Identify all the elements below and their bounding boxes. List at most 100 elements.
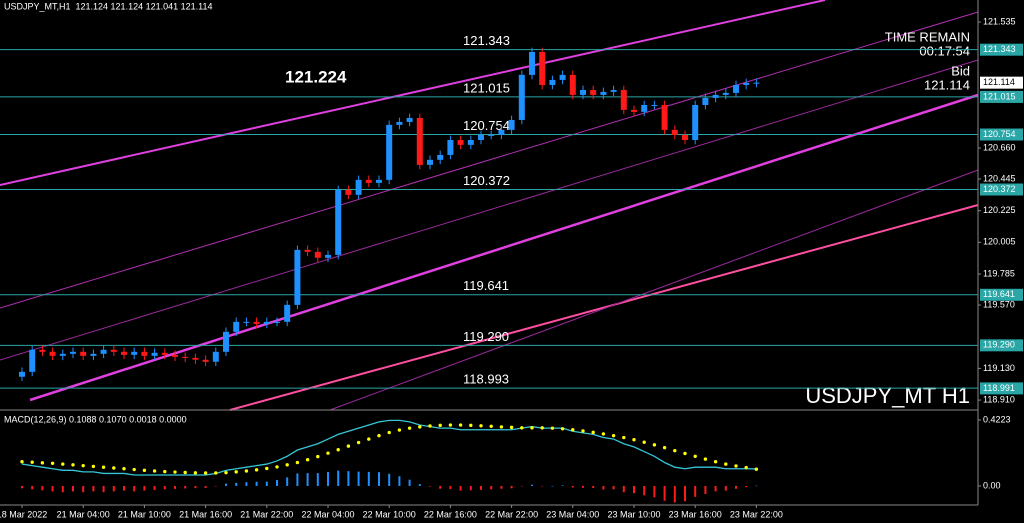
candle-body: [172, 354, 178, 357]
histogram-bar: [316, 473, 319, 486]
histogram-bar: [102, 485, 105, 493]
histogram-bar: [490, 485, 493, 490]
y-tick-label: 119.785: [983, 268, 1015, 278]
histogram-bar: [673, 485, 676, 503]
y-tick-label: 120.005: [983, 237, 1016, 247]
signal-dot: [683, 451, 687, 456]
candle-body: [396, 121, 403, 125]
signal-dot: [132, 467, 136, 472]
y-tick-label: 119.130: [983, 363, 1015, 373]
signal-dot: [163, 469, 167, 474]
histogram-bar: [204, 485, 207, 488]
signal-dot: [397, 428, 402, 432]
candle-body: [743, 82, 750, 85]
signal-dot: [234, 470, 238, 474]
histogram-bar: [429, 485, 431, 487]
signal-dot: [152, 469, 157, 473]
signal-dot: [611, 433, 616, 438]
candle-body: [529, 51, 535, 75]
candle-body: [212, 351, 219, 362]
timer-label: TIME REMAIN: [885, 29, 970, 44]
histogram-bar: [714, 485, 717, 492]
signal-dot: [591, 430, 595, 435]
candle-body: [467, 139, 474, 145]
signal-dot: [122, 467, 126, 471]
candle-body: [182, 356, 189, 358]
histogram-bar: [745, 485, 748, 488]
signal-dot: [703, 457, 708, 461]
histogram-bar: [235, 482, 238, 486]
level-label: 120.754: [463, 118, 510, 133]
level-axis-label: 120.372: [983, 184, 1016, 194]
histogram-bar: [347, 471, 350, 486]
histogram-bar: [296, 473, 299, 486]
candle-body: [121, 351, 127, 355]
signal-dot: [224, 470, 228, 475]
bid-box: [980, 76, 1023, 89]
x-tick-label: 23 Mar 10:00: [607, 509, 660, 519]
y-tick-label: 119.570: [983, 299, 1015, 309]
symbol-label: USDJPY_MT H1: [805, 383, 970, 408]
candle-body: [702, 97, 709, 105]
signal-dot: [428, 424, 432, 428]
signal-dot: [754, 467, 759, 471]
x-tick-label: 21 Mar 22:00: [240, 509, 293, 519]
candle-body: [406, 117, 413, 122]
signal-dot: [550, 426, 555, 430]
trend-line: [0, 59, 979, 361]
histogram-bar: [163, 485, 166, 490]
level-axis-box: [980, 183, 1023, 196]
histogram-bar: [663, 485, 666, 501]
candle-body: [49, 351, 56, 356]
histogram-bar: [388, 473, 391, 486]
histogram-bar: [724, 485, 727, 491]
candle-body: [70, 351, 76, 354]
candle-body: [671, 129, 678, 135]
x-tick-label: 23 Mar 22:00: [730, 509, 783, 519]
level-axis-label: 119.290: [983, 340, 1015, 350]
histogram-bar: [449, 485, 452, 490]
x-tick-label: 18 Mar 2022: [0, 509, 47, 519]
signal-dot: [560, 427, 565, 431]
candle-body: [569, 74, 576, 95]
level-axis-label: 120.754: [983, 129, 1016, 139]
histogram-bar: [255, 481, 258, 486]
trend-line: [29, 93, 979, 402]
candle-body: [335, 189, 342, 255]
y-tick-label: 118.910: [983, 394, 1015, 404]
signal-dot: [642, 440, 646, 444]
candle-body: [365, 179, 372, 183]
level-label: 118.993: [463, 372, 509, 387]
histogram-bar: [561, 485, 564, 486]
signal-dot: [744, 465, 748, 470]
level-axis-box: [980, 382, 1023, 395]
signal-dot: [142, 468, 147, 473]
histogram-bar: [123, 485, 125, 491]
candle-body: [712, 94, 719, 98]
signal-dot: [254, 468, 259, 472]
histogram-bar: [41, 485, 44, 491]
candle-body: [722, 92, 729, 95]
x-tick-label: 22 Mar 22:00: [485, 509, 538, 519]
candle-body: [110, 349, 117, 352]
histogram-bar: [398, 476, 401, 486]
y-tick-label: 120.225: [983, 205, 1016, 215]
candle-body: [733, 84, 739, 93]
trend-line: [229, 204, 979, 411]
signal-dot: [265, 466, 269, 471]
histogram-bar: [418, 484, 421, 486]
level-label: 121.015: [463, 80, 510, 95]
signal-dot: [173, 470, 177, 474]
signal-dot: [571, 428, 575, 432]
histogram-bar: [143, 485, 146, 491]
candle-body: [131, 351, 138, 355]
signal-dot: [387, 430, 391, 435]
trend-line: [0, 11, 979, 309]
signal-dot: [540, 426, 544, 430]
signal-dot: [469, 423, 473, 428]
signal-dot: [377, 433, 381, 438]
x-tick-label: 21 Mar 04:00: [57, 509, 110, 519]
signal-dot: [632, 438, 636, 442]
chart-title: USDJPY_MT,H1 121.124 121.124 121.041 121…: [4, 1, 212, 11]
